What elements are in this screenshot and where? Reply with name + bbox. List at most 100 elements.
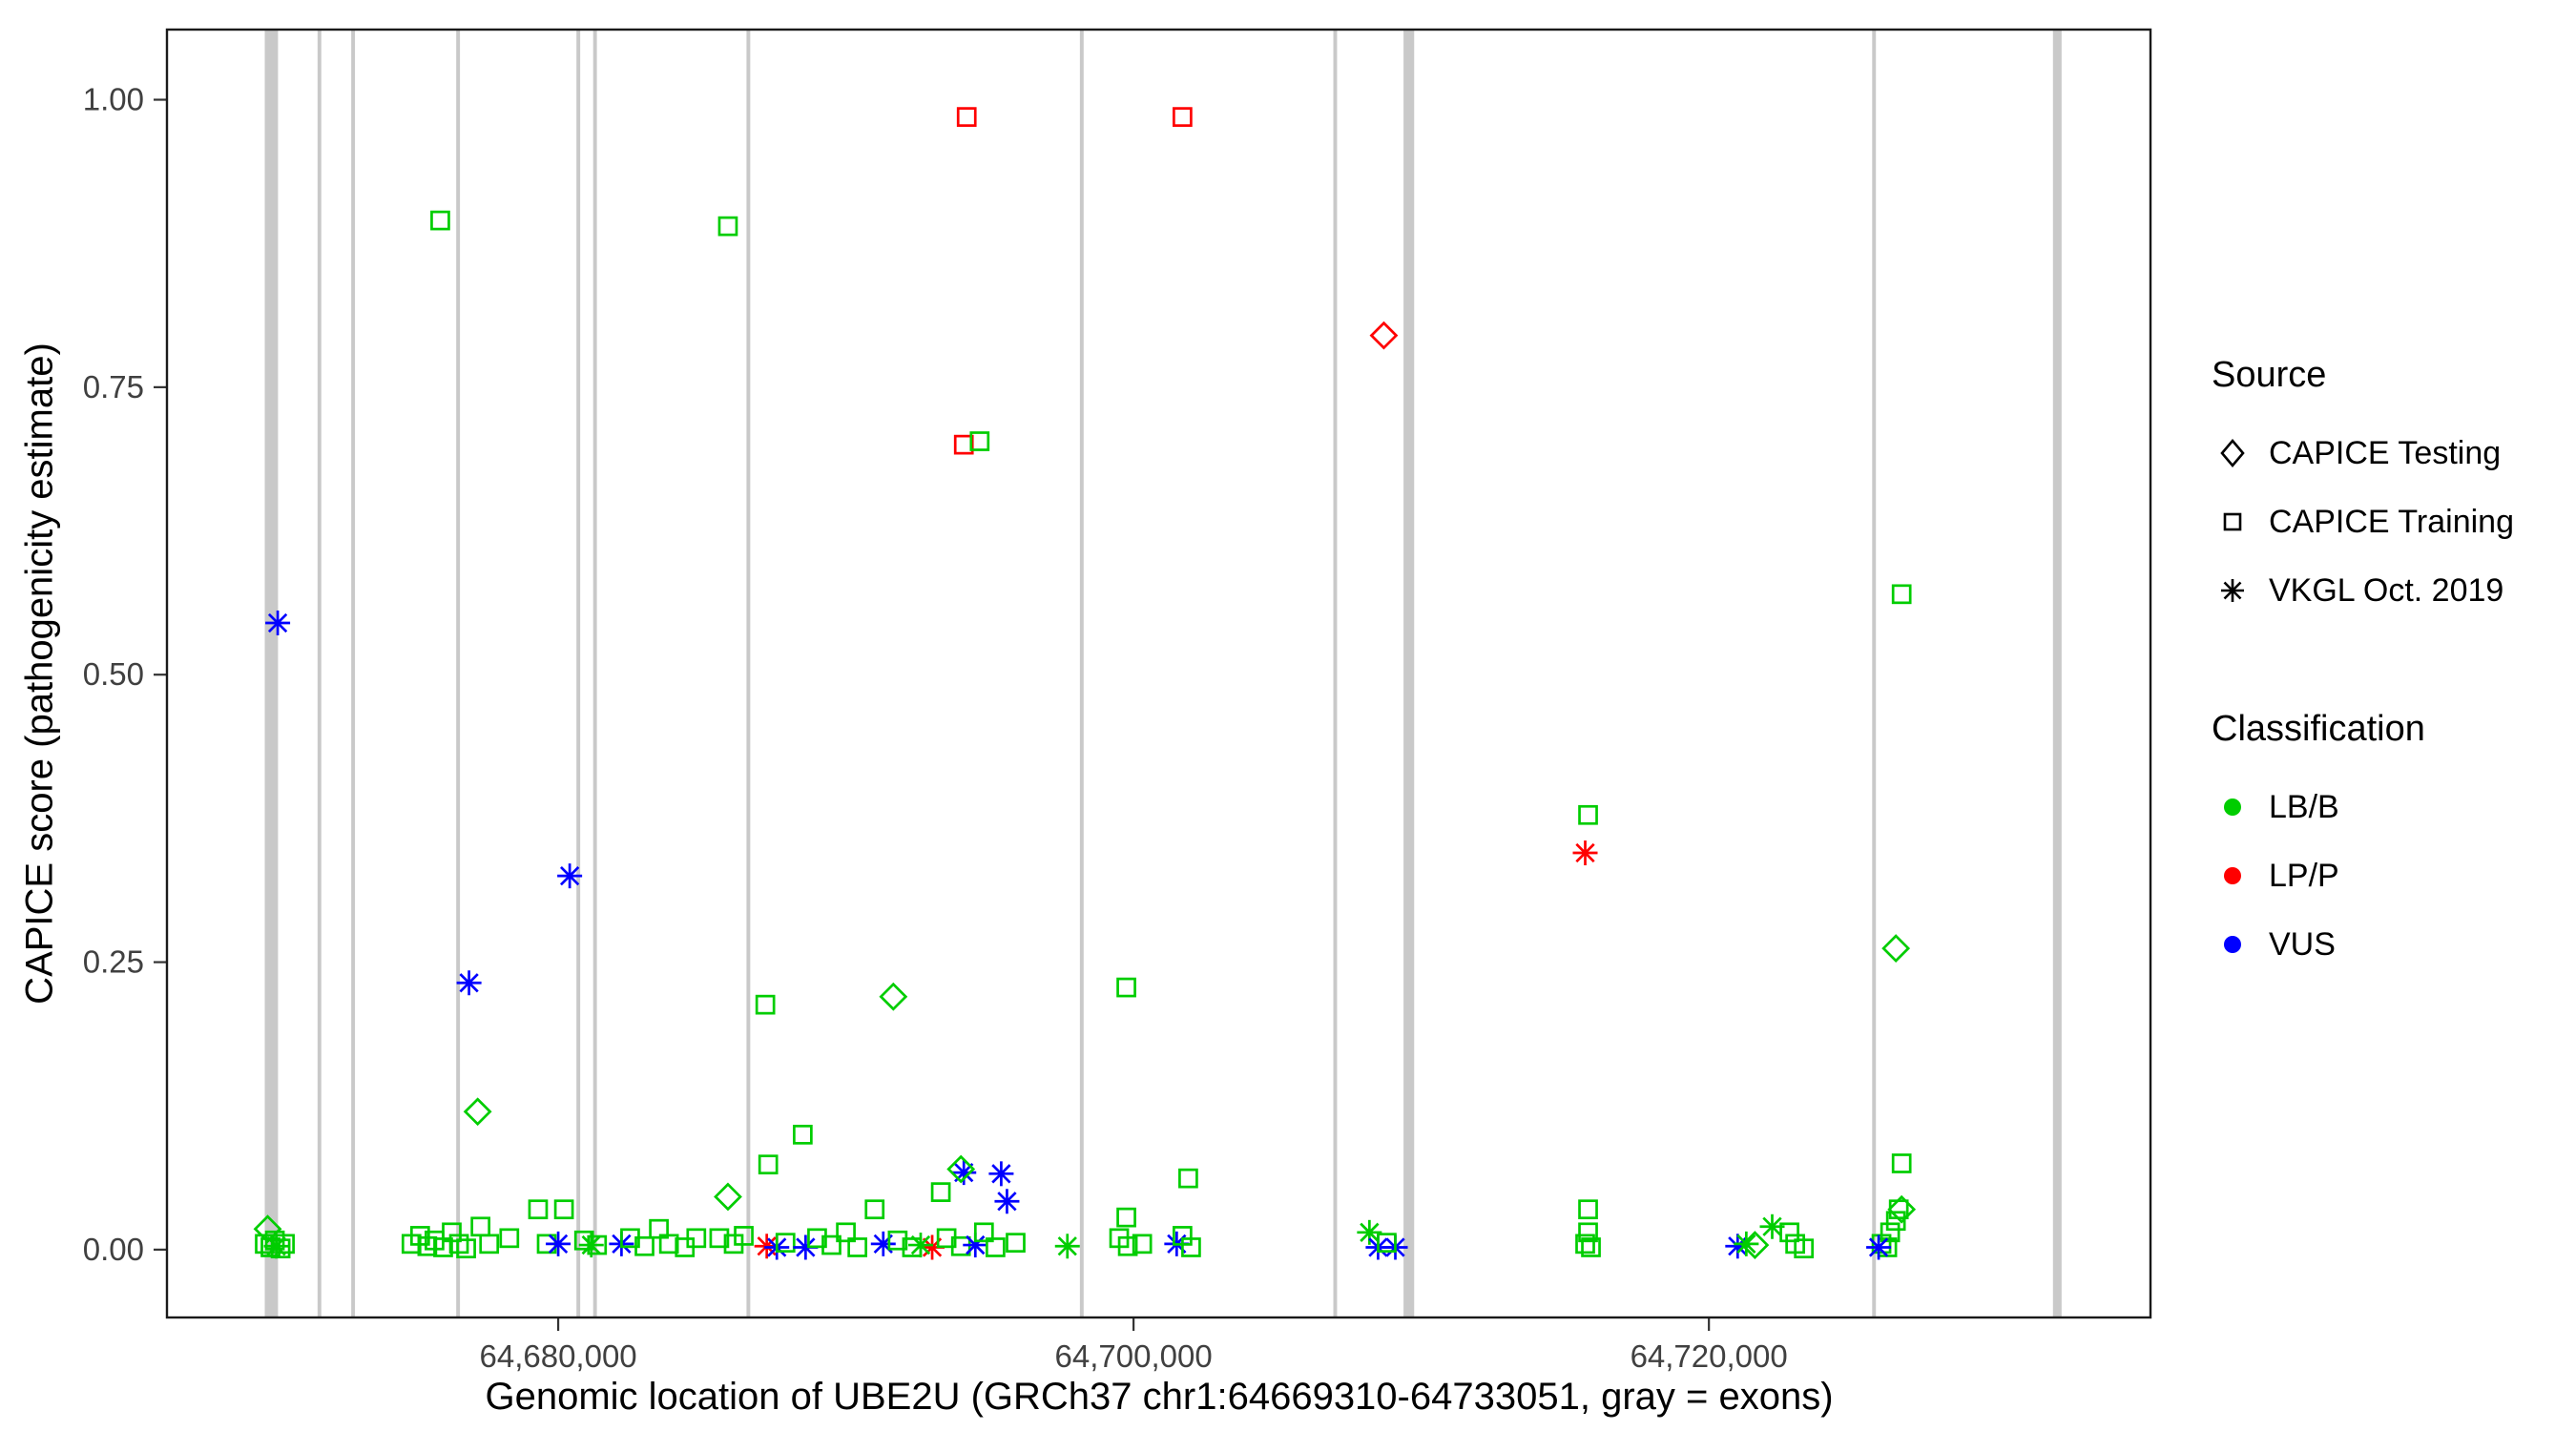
point-square <box>887 1230 908 1251</box>
point-asterisk <box>907 1233 933 1258</box>
x-tick-label: 64,700,000 <box>1055 1338 1213 1374</box>
data-points <box>253 107 1917 1260</box>
point-asterisk <box>1357 1219 1382 1245</box>
exon-bar <box>576 30 581 1317</box>
point-square <box>479 1234 500 1255</box>
exon-bar <box>592 30 597 1317</box>
point-square <box>1116 1207 1136 1228</box>
panel-border <box>165 28 2152 1319</box>
point-asterisk <box>1734 1231 1759 1256</box>
point-square <box>1891 1153 1912 1173</box>
legend-item-lpp: LP/P <box>2212 841 2565 910</box>
point-square <box>864 1199 885 1220</box>
point-square <box>775 1233 796 1254</box>
point-square <box>953 434 974 455</box>
point-square <box>847 1237 868 1257</box>
point-square <box>1173 107 1193 127</box>
point-diamond <box>1369 321 1399 350</box>
point-square <box>528 1199 549 1220</box>
point-asterisk <box>1054 1234 1080 1259</box>
x-tick-label: 64,720,000 <box>1631 1338 1788 1374</box>
y-tick-label: 0.00 <box>83 1232 144 1267</box>
axes: 64,680,000 64,700,000 64,720,000 0.00 0.25 0.… <box>83 82 1788 1374</box>
legend-classification-title: Classification <box>2212 709 2425 749</box>
point-square <box>1885 1211 1906 1232</box>
point-square <box>1006 1233 1026 1254</box>
point-square <box>930 1182 951 1202</box>
point-square <box>793 1124 813 1145</box>
y-tick-label: 0.50 <box>83 656 144 692</box>
legend-label: LP/P <box>2269 857 2339 894</box>
point-square <box>649 1218 669 1239</box>
point-square <box>1578 804 1598 825</box>
legend-classification-group: Classification LB/B LP/P VUS <box>2212 709 2565 979</box>
point-square <box>1891 584 1912 605</box>
exon-bars <box>264 30 2062 1317</box>
legend-label: CAPICE Training <box>2269 503 2514 540</box>
point-square <box>448 1234 469 1255</box>
point-square <box>1578 1222 1598 1243</box>
point-diamond <box>1740 1231 1770 1259</box>
point-square <box>417 1235 438 1256</box>
exon-bar <box>746 30 751 1317</box>
exon-bar <box>1333 30 1338 1317</box>
point-square <box>573 1230 594 1251</box>
point-asterisk <box>546 1231 571 1256</box>
point-square <box>1132 1234 1153 1255</box>
point-square <box>973 1222 994 1243</box>
exon-bar <box>317 30 322 1317</box>
point-square <box>734 1226 754 1246</box>
x-axis-title: Genomic location of UBE2U (GRCh37 chr1:6… <box>485 1376 1834 1418</box>
green-dot-icon <box>2224 798 2241 816</box>
point-square <box>1575 1234 1595 1255</box>
point-square <box>758 1154 779 1175</box>
point-square <box>1377 1233 1397 1254</box>
legend: Source CAPICE Testing CAPICE Training <box>2212 355 2565 1063</box>
point-square <box>969 431 990 451</box>
point-asterisk <box>456 970 482 996</box>
exon-bar <box>1403 30 1415 1317</box>
point-square <box>1181 1237 1201 1257</box>
exon-bar <box>351 30 356 1317</box>
point-asterisk <box>988 1161 1014 1187</box>
legend-item-capice-testing: CAPICE Testing <box>2212 419 2565 487</box>
legend-label: VUS <box>2269 925 2336 963</box>
legend-item-lbb: LB/B <box>2212 773 2565 841</box>
red-dot-icon <box>2224 867 2241 884</box>
point-square <box>1794 1238 1815 1259</box>
point-asterisk <box>1572 840 1598 866</box>
blue-dot-icon <box>2224 936 2241 953</box>
legend-label: VKGL Oct. 2019 <box>2269 571 2504 609</box>
point-square <box>270 1238 291 1259</box>
exon-bar <box>1872 30 1877 1317</box>
legend-item-vus: VUS <box>2212 910 2565 979</box>
legend-source-group: Source CAPICE Testing CAPICE Training <box>2212 355 2565 625</box>
point-asterisk <box>265 610 291 635</box>
point-square <box>634 1235 654 1256</box>
legend-source-title: Source <box>2212 355 2327 395</box>
point-square <box>1117 1235 1138 1256</box>
point-square <box>499 1228 520 1249</box>
point-square <box>755 994 776 1015</box>
point-square <box>1581 1237 1601 1257</box>
x-tick-label: 64,680,000 <box>479 1338 636 1374</box>
point-square <box>442 1222 462 1243</box>
square-icon <box>2223 512 2242 531</box>
point-diamond <box>714 1182 742 1212</box>
point-asterisk <box>994 1189 1020 1214</box>
point-square <box>1779 1222 1799 1243</box>
point-square <box>686 1228 707 1249</box>
point-diamond <box>1887 1194 1917 1224</box>
y-tick-label: 0.75 <box>83 369 144 404</box>
point-square <box>658 1234 679 1255</box>
exon-bar <box>456 30 461 1317</box>
point-square <box>1578 1199 1598 1220</box>
legend-item-vkgl: VKGL Oct. 2019 <box>2212 556 2565 625</box>
panel-background <box>167 30 2150 1317</box>
point-diamond <box>253 1214 282 1244</box>
point-square <box>956 107 977 127</box>
asterisk-icon <box>2221 579 2244 602</box>
point-square <box>456 1238 476 1259</box>
point-square <box>1178 1168 1198 1189</box>
